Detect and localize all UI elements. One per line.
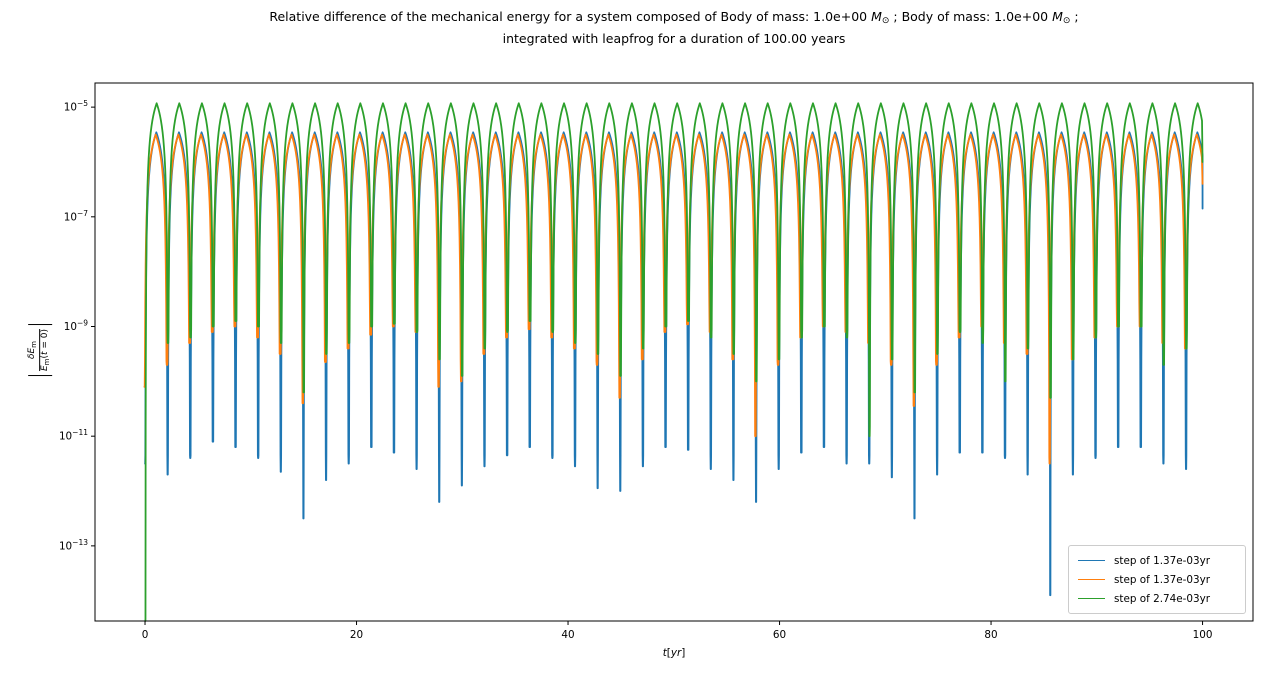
legend-label: step of 2.74e-03yr: [1114, 592, 1211, 605]
x-tick-label: 60: [773, 629, 786, 641]
legend-label: step of 1.37e-03yr: [1114, 573, 1211, 586]
legend-label: step of 1.37e-03yr: [1114, 554, 1211, 567]
y-tick-label: 10−13: [59, 538, 88, 553]
text-part: ]: [681, 647, 686, 659]
text-part: yr: [670, 647, 682, 659]
text-part: (: [40, 355, 51, 359]
series-line-2: [144, 102, 1204, 622]
y-tick-label: 10−5: [64, 99, 89, 114]
x-tick-label: 0: [142, 629, 149, 641]
y-tick-label: 10−11: [59, 428, 88, 443]
text-part: m: [30, 340, 39, 348]
x-axis-label: t[yr]: [663, 647, 686, 659]
legend-line-sample: [1078, 579, 1105, 580]
text-part: t: [40, 351, 51, 355]
text-part: ⊙: [1062, 16, 1071, 26]
axes-frame: [94, 82, 1254, 622]
text-part: [: [666, 647, 671, 659]
chart-title-line1: Relative difference of the mechanical en…: [95, 8, 1253, 30]
y-axis-label-denominator: Em(t = 0): [40, 328, 52, 372]
text-part: = 0): [40, 328, 51, 352]
text-part: M: [871, 9, 882, 24]
chart-title-line2: integrated with leapfrog for a duration …: [502, 31, 846, 46]
legend-entry-2: step of 2.74e-03yr: [1078, 589, 1237, 608]
y-tick-label: 10−9: [64, 318, 89, 333]
text-part: δE: [27, 347, 38, 360]
y-axis-label: δEm Em(t = 0): [27, 323, 52, 377]
series-line-1: [143, 133, 1204, 465]
text-part: m: [43, 358, 52, 366]
x-tick-label: 80: [984, 629, 997, 641]
text-part: ⊙: [881, 16, 890, 26]
y-tick-label: 10−7: [64, 209, 89, 224]
text-part: t: [662, 647, 667, 659]
legend-entry-0: step of 1.37e-03yr: [1078, 551, 1237, 570]
legend-entry-1: step of 1.37e-03yr: [1078, 570, 1237, 589]
y-axis-label-fraction: δEm Em(t = 0): [27, 323, 52, 377]
x-tick-label: 40: [561, 629, 574, 641]
y-axis-label-numerator: δEm: [27, 340, 39, 360]
x-tick-label: 100: [1193, 629, 1213, 641]
chart-title: Relative difference of the mechanical en…: [95, 8, 1253, 47]
text-part: M: [1052, 9, 1063, 24]
text-part: ;: [1070, 9, 1079, 24]
legend-line-sample: [1078, 560, 1105, 561]
text-part: E: [40, 365, 51, 372]
text-part: ; Body of mass: 1.0e+00: [889, 9, 1053, 24]
text-part: Relative difference of the mechanical en…: [269, 9, 872, 24]
legend-line-sample: [1078, 598, 1105, 599]
legend-box: step of 1.37e-03yr step of 1.37e-03yr step…: [1068, 545, 1246, 614]
x-tick-label: 20: [350, 629, 363, 641]
